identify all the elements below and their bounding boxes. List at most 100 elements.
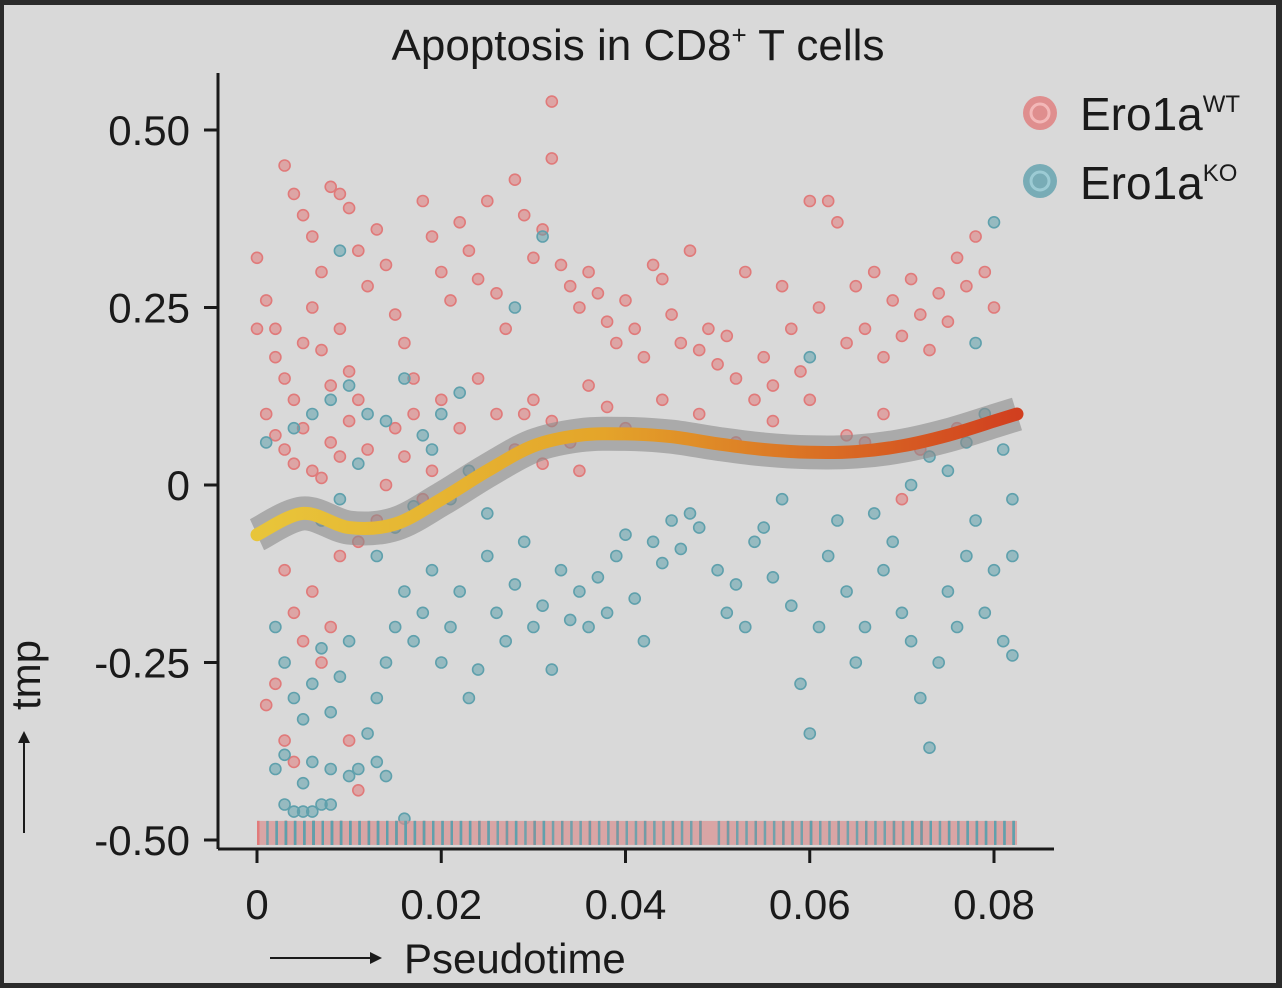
- point-wt: [674, 336, 688, 350]
- point-wt: [895, 492, 909, 506]
- point-ko: [425, 443, 439, 456]
- point-wt: [333, 549, 347, 563]
- point-ko: [536, 230, 549, 243]
- point-wt: [444, 294, 457, 307]
- point-ko: [296, 712, 310, 726]
- point-wt: [269, 350, 282, 364]
- point-wt: [711, 357, 724, 371]
- rug-tick-ko: [450, 820, 453, 845]
- point-ko: [886, 535, 900, 549]
- point-ko: [379, 414, 393, 428]
- point-wt: [941, 315, 955, 329]
- point-wt: [923, 343, 936, 357]
- point-wt: [591, 286, 605, 300]
- point-ko: [692, 521, 706, 534]
- data-points: [250, 95, 1019, 826]
- point-ko: [784, 599, 798, 613]
- point-wt: [278, 563, 291, 577]
- point-wt: [278, 443, 291, 456]
- trend-line: [250, 407, 1024, 542]
- rug-tick-ko: [1012, 820, 1015, 845]
- rug-tick-ko: [367, 820, 371, 845]
- point-ko: [434, 407, 448, 421]
- point-wt: [655, 393, 669, 407]
- rug-tick-ko: [487, 820, 490, 845]
- point-ko: [582, 620, 595, 634]
- point-wt: [527, 251, 540, 265]
- point-ko: [904, 478, 918, 492]
- point-ko: [527, 620, 540, 634]
- point-wt: [665, 308, 678, 321]
- rug-tick-ko: [837, 820, 840, 845]
- rug-tick-ko: [763, 820, 767, 845]
- point-wt: [425, 230, 439, 243]
- legend-marker-ko-inner: [1029, 170, 1051, 192]
- rug-tick-ko: [321, 820, 324, 845]
- rug-tick-ko: [883, 820, 886, 845]
- point-wt: [950, 251, 964, 265]
- rug-tick-ko: [551, 820, 555, 845]
- point-wt: [904, 272, 918, 286]
- point-ko: [840, 585, 853, 598]
- point-wt: [250, 251, 264, 265]
- point-ko: [517, 535, 531, 549]
- point-wt: [508, 173, 522, 186]
- rug-tick-ko: [386, 820, 389, 845]
- point-ko: [867, 507, 881, 520]
- rug-tick-ko: [542, 820, 546, 845]
- point-wt: [324, 436, 338, 449]
- point-wt: [287, 187, 301, 201]
- point-ko: [877, 563, 890, 577]
- point-wt: [333, 187, 347, 201]
- point-ko: [969, 514, 982, 527]
- rug-tick-ko: [782, 820, 785, 845]
- point-wt: [398, 450, 411, 463]
- point-ko: [305, 755, 319, 769]
- point-wt: [296, 336, 310, 350]
- point-ko: [619, 528, 632, 542]
- rug-tick-ko: [855, 820, 859, 845]
- point-ko: [324, 798, 338, 811]
- legend-item-wt: Ero1aWT: [1023, 88, 1240, 140]
- legend-label-ko: Ero1aKO: [1080, 157, 1237, 209]
- point-ko: [794, 677, 807, 691]
- rug-tick-ko: [514, 820, 518, 845]
- point-wt: [886, 294, 900, 307]
- point-ko: [379, 769, 393, 783]
- point-ko: [324, 393, 338, 407]
- point-ko: [296, 776, 310, 790]
- point-wt: [269, 322, 282, 336]
- point-wt: [324, 620, 338, 634]
- point-wt: [821, 194, 835, 208]
- point-wt: [416, 194, 430, 208]
- point-ko: [941, 464, 955, 478]
- point-wt: [305, 585, 319, 598]
- rug-tick-ko: [846, 820, 850, 845]
- rug-tick-wt: [257, 820, 260, 845]
- point-wt: [407, 407, 420, 421]
- rug-tick-ko: [607, 820, 610, 845]
- point-wt: [527, 393, 540, 407]
- point-wt: [296, 208, 310, 222]
- rug-tick-ko: [579, 820, 582, 845]
- rug-tick-ko: [634, 820, 638, 845]
- point-wt: [434, 265, 448, 279]
- rug-tick-ko: [911, 820, 914, 845]
- point-wt: [287, 755, 301, 769]
- point-ko: [370, 755, 384, 769]
- point-ko: [342, 379, 356, 392]
- point-wt: [978, 265, 992, 279]
- rug-tick-ko: [266, 820, 269, 845]
- point-wt: [831, 216, 844, 229]
- point-wt: [315, 471, 328, 485]
- y-tick-label: -0.25: [94, 640, 190, 687]
- point-wt: [775, 279, 789, 293]
- point-ko: [932, 656, 946, 669]
- point-wt: [582, 265, 595, 279]
- point-wt: [766, 379, 780, 392]
- point-ko: [453, 386, 467, 400]
- point-ko: [278, 798, 291, 811]
- point-wt: [287, 393, 301, 407]
- point-ko: [361, 727, 374, 740]
- legend-item-ko: Ero1aKO: [1023, 157, 1237, 209]
